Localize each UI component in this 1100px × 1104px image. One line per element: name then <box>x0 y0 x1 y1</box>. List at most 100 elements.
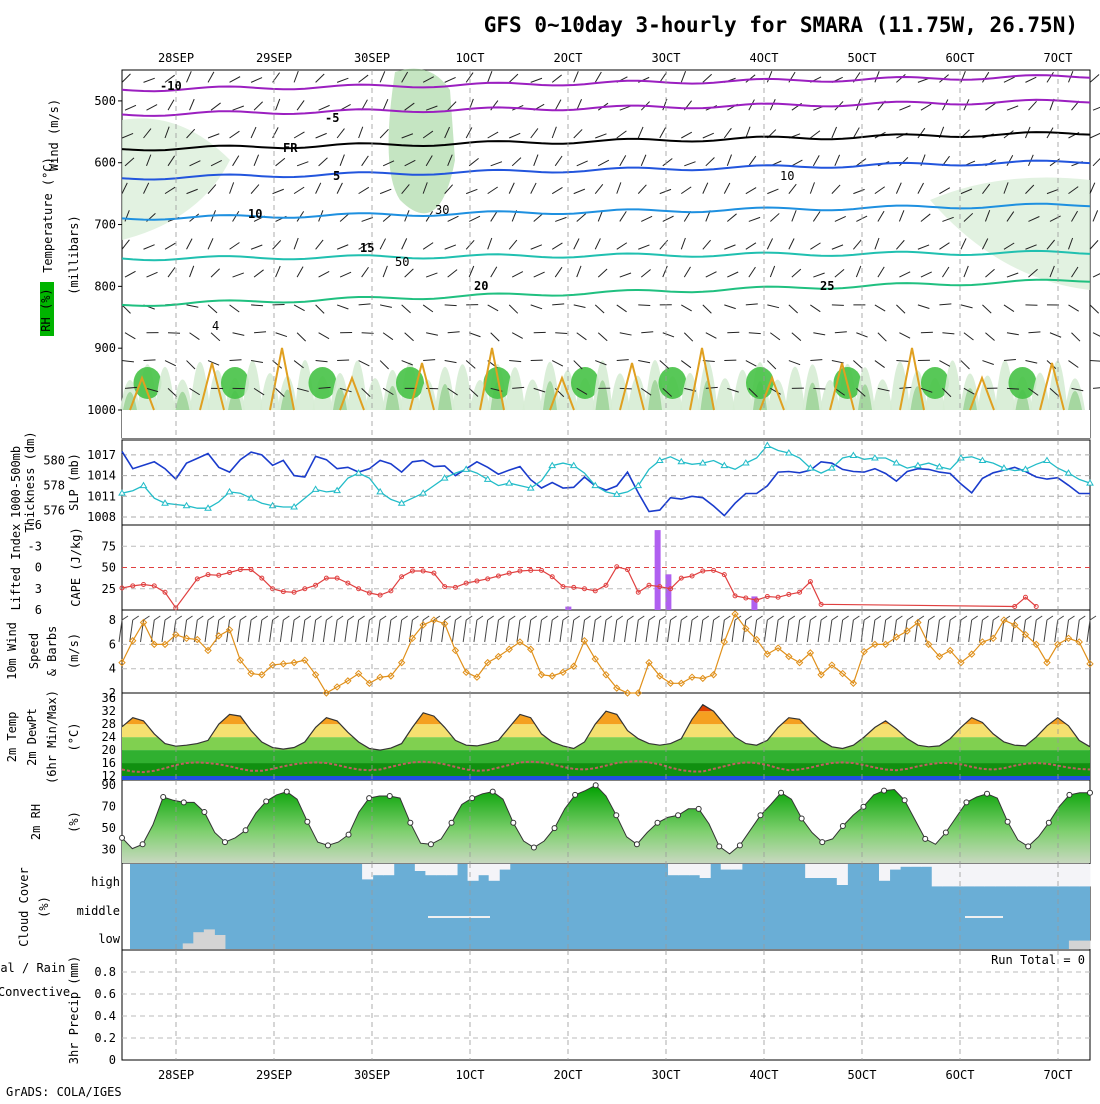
wind-barb <box>340 272 351 277</box>
rh-point <box>1005 819 1010 824</box>
rh-point <box>717 844 722 849</box>
rh-shade <box>930 178 1090 291</box>
wind-barb <box>426 333 438 335</box>
cloud-high-bar <box>700 864 711 878</box>
rh-point <box>552 826 557 831</box>
rh-point <box>758 813 763 818</box>
wind-barb <box>813 155 819 165</box>
rh-point <box>387 793 392 798</box>
cloud-high-bar <box>826 864 837 878</box>
wind-barb <box>313 620 316 642</box>
wind-barb <box>792 210 796 221</box>
ylabel-rh: RH (%) <box>39 288 53 331</box>
cloud-high-bar <box>805 864 816 878</box>
wind-barb <box>598 333 607 341</box>
rh-point <box>531 845 536 850</box>
wind-barb <box>574 616 580 620</box>
wind-barb <box>316 74 325 82</box>
wind-barb <box>724 128 731 138</box>
wind-barb <box>555 333 567 334</box>
wind-barb <box>684 333 693 341</box>
wind-barb <box>598 269 607 277</box>
wind-barb <box>405 269 414 277</box>
wind-barb <box>254 332 266 333</box>
wind-barb <box>921 214 930 222</box>
wind-barb <box>187 305 199 307</box>
wind-barb <box>477 616 483 620</box>
wind-barb <box>294 187 304 194</box>
wind-barb <box>423 305 433 312</box>
cloud-low-bar <box>204 929 215 949</box>
ylabel-millibars: (millibars) <box>67 215 81 294</box>
cloud-high-bar <box>879 864 890 881</box>
temp-band <box>122 685 1090 711</box>
cloud-low-bar <box>214 935 225 949</box>
wind-barb <box>445 77 456 82</box>
rh-point <box>161 795 166 800</box>
wind-barb <box>531 616 537 620</box>
wind-barb <box>899 333 910 338</box>
wind-barb <box>1047 72 1054 82</box>
wind-barb <box>280 620 283 642</box>
ylabel-wind10m: (m/s) <box>67 633 81 669</box>
wind-barb <box>810 131 820 138</box>
ylabel-temp: (6hr Min/Max) <box>45 690 59 784</box>
wind-barb <box>767 361 776 369</box>
cloud-high-bar <box>995 864 1006 886</box>
wind-barb <box>237 620 240 642</box>
rh-shade <box>243 360 263 410</box>
rh-point <box>367 796 372 801</box>
wind-barb <box>939 243 949 250</box>
wind-barb <box>770 266 774 277</box>
temp-tick-label: 20 <box>102 743 116 757</box>
wind-barb <box>345 620 348 642</box>
ylabel-wind10m: & Barbs <box>45 626 59 677</box>
rh-point <box>902 798 907 803</box>
wind-barb <box>509 74 518 82</box>
wind-barb <box>1036 616 1042 620</box>
wind-barb <box>323 620 326 642</box>
rh-point <box>964 800 969 805</box>
wind-barb <box>552 361 563 367</box>
wind-barb <box>638 361 650 363</box>
wind-barb <box>380 71 385 82</box>
x-tick-label-top: 3OCT <box>652 51 681 65</box>
wind-barb <box>678 620 681 642</box>
panel-frame-thick <box>122 440 1090 525</box>
rh-point <box>325 843 330 848</box>
cape-tick-label: 50 <box>102 561 116 575</box>
wind-barb <box>531 128 538 138</box>
wind-barb <box>1044 620 1047 642</box>
wind-barb <box>316 361 328 362</box>
wind-barb <box>1025 77 1036 82</box>
contour-label: 5 <box>333 169 340 183</box>
wind-barb <box>1090 183 1095 194</box>
rh-point <box>593 783 598 788</box>
x-tick-label-bottom: 3OCT <box>652 1068 681 1082</box>
rh-point <box>655 820 660 825</box>
wind-barb <box>577 161 588 166</box>
wind-barb <box>531 183 536 194</box>
wind-barb <box>448 270 457 277</box>
rh-shade <box>453 364 473 410</box>
precip-tick-label: 0.6 <box>94 987 116 1001</box>
wind-barb <box>173 620 176 642</box>
wind-barb <box>380 129 388 138</box>
wind-barb <box>660 72 667 82</box>
wind-barb <box>872 620 875 642</box>
wind-barb <box>294 305 305 311</box>
wind-barb <box>617 243 627 250</box>
wind-barb <box>878 211 884 221</box>
wind-barb <box>786 620 789 642</box>
wind-barb <box>875 187 885 194</box>
panel-frame-precip <box>122 950 1090 1060</box>
wind-barb <box>291 620 294 642</box>
wind-barb <box>426 273 437 277</box>
wind-barb <box>506 620 509 642</box>
wind-barb <box>961 238 966 249</box>
wind-barb <box>899 272 910 277</box>
wind-barb <box>125 271 136 277</box>
rh-point <box>264 799 269 804</box>
precip-tick-label: 0.2 <box>94 1031 116 1045</box>
